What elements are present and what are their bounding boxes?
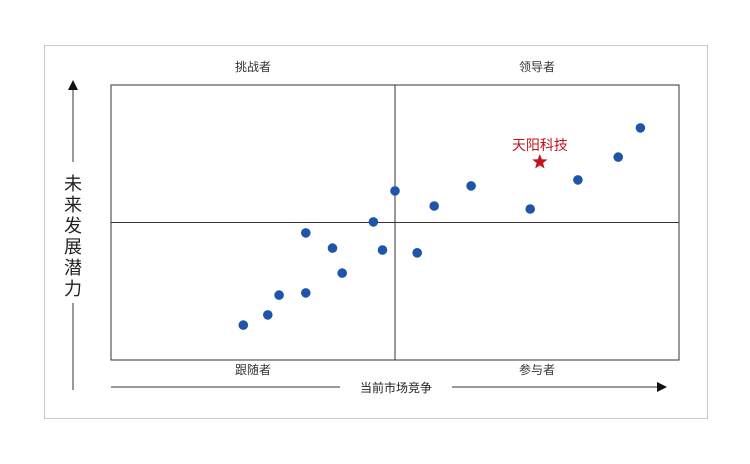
data-point: [274, 290, 284, 300]
data-point: [466, 181, 476, 191]
y-axis-title-char: 展: [64, 237, 82, 258]
data-point: [327, 243, 338, 253]
data-point: [613, 152, 623, 162]
x-axis-arrowhead: [657, 382, 667, 392]
y-axis-title-char: 来: [64, 195, 82, 216]
data-point: [390, 186, 400, 196]
highlight-star: [532, 154, 548, 169]
chart-frame: [44, 45, 708, 419]
data-point: [368, 217, 379, 227]
y-axis-arrowhead: [68, 80, 78, 90]
data-point: [412, 248, 423, 258]
highlight-label: 天阳科技: [512, 138, 568, 154]
data-point: [573, 175, 583, 185]
data-point: [377, 245, 388, 255]
y-axis-title-char: 未: [64, 174, 82, 195]
data-point: [635, 123, 646, 133]
y-axis-title: 未来发展潜力: [64, 174, 82, 300]
data-point: [263, 310, 273, 320]
quadrant-label-bottom-right: 参与者: [519, 362, 555, 377]
quadrant-label-bottom-left: 跟随者: [235, 362, 271, 377]
y-axis-title-char: 发: [64, 216, 82, 237]
data-point: [337, 268, 348, 278]
highlight-group: 天阳科技: [512, 138, 568, 169]
data-point: [301, 228, 311, 238]
quadrant-label-top-left: 挑战者: [235, 60, 271, 74]
data-point: [301, 288, 311, 298]
x-axis-title: 当前市场竞争: [360, 380, 432, 395]
data-point: [525, 204, 535, 214]
quadrant-label-top-right: 领导者: [519, 60, 555, 74]
y-axis-title-char: 潜: [64, 258, 82, 279]
data-point: [429, 201, 440, 211]
data-points: [238, 123, 646, 330]
data-point: [238, 320, 249, 330]
y-axis-title-char: 力: [64, 279, 82, 300]
